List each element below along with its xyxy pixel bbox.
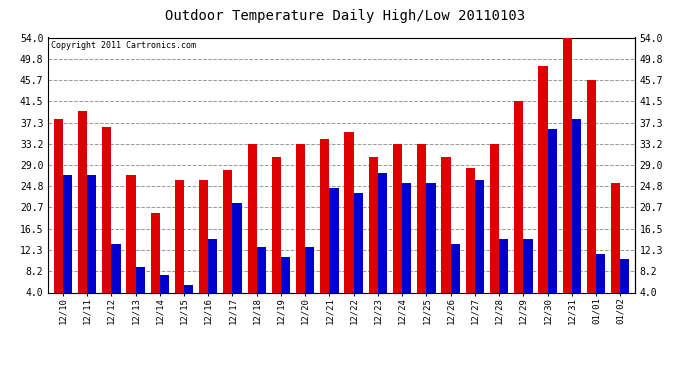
- Bar: [248, 144, 257, 292]
- Text: Copyright 2011 Cartronics.com: Copyright 2011 Cartronics.com: [51, 41, 196, 50]
- Bar: [126, 175, 135, 292]
- Bar: [257, 247, 266, 292]
- Bar: [208, 239, 217, 292]
- Bar: [499, 239, 509, 292]
- Bar: [111, 244, 121, 292]
- Text: Outdoor Temperature Daily High/Low 20110103: Outdoor Temperature Daily High/Low 20110…: [165, 9, 525, 23]
- Bar: [402, 183, 411, 292]
- Bar: [368, 158, 378, 292]
- Bar: [426, 183, 435, 292]
- Bar: [63, 175, 72, 292]
- Bar: [611, 183, 620, 292]
- Bar: [296, 144, 305, 292]
- Bar: [562, 38, 572, 292]
- Bar: [466, 168, 475, 292]
- Bar: [378, 172, 387, 292]
- Bar: [54, 119, 63, 292]
- Bar: [281, 257, 290, 292]
- Bar: [538, 66, 548, 292]
- Bar: [451, 244, 460, 292]
- Bar: [329, 188, 339, 292]
- Bar: [233, 203, 241, 292]
- Bar: [475, 180, 484, 292]
- Bar: [78, 111, 87, 292]
- Bar: [199, 180, 208, 292]
- Bar: [305, 247, 315, 292]
- Bar: [150, 213, 160, 292]
- Bar: [514, 101, 523, 292]
- Bar: [224, 170, 233, 292]
- Bar: [102, 127, 111, 292]
- Bar: [393, 144, 402, 292]
- Bar: [175, 180, 184, 292]
- Bar: [320, 140, 329, 292]
- Bar: [523, 239, 533, 292]
- Bar: [490, 144, 499, 292]
- Bar: [442, 158, 451, 292]
- Bar: [184, 285, 193, 292]
- Bar: [586, 80, 596, 292]
- Bar: [344, 132, 354, 292]
- Bar: [548, 129, 557, 292]
- Bar: [135, 267, 145, 292]
- Bar: [354, 193, 363, 292]
- Bar: [596, 254, 605, 292]
- Bar: [572, 119, 581, 292]
- Bar: [620, 260, 629, 292]
- Bar: [87, 175, 97, 292]
- Bar: [160, 274, 169, 292]
- Bar: [272, 158, 281, 292]
- Bar: [417, 144, 426, 292]
